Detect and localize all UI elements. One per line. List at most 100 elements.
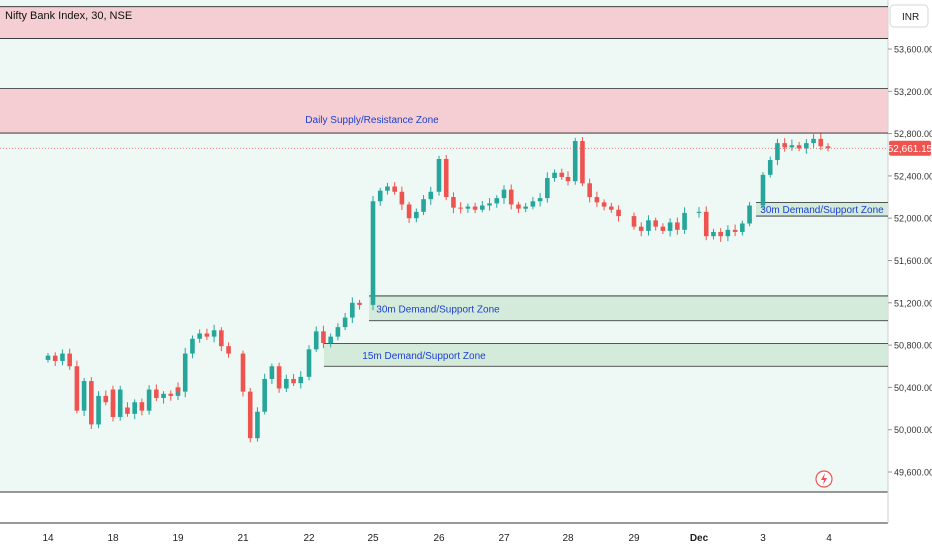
time-tick-label: 4 — [826, 533, 832, 544]
price-tick-label: 50,000.00 — [894, 425, 932, 435]
candle-body — [732, 229, 738, 232]
price-ticks-layer: 53,600.00 53,200.00 52,800.00 52,400.00 52,0… — [888, 45, 932, 478]
demand-zone — [324, 343, 888, 367]
candle-body — [565, 176, 571, 182]
candle-body — [508, 189, 514, 205]
chart-title: Nifty Bank Index, 30, NSE — [5, 10, 132, 22]
candle-body — [175, 387, 181, 392]
candle-body — [760, 174, 766, 206]
time-tick-label: 26 — [433, 533, 445, 544]
candle-body — [117, 389, 123, 410]
candle-body — [52, 355, 58, 361]
candle-body — [255, 411, 260, 439]
candle-body — [552, 172, 557, 179]
candle-body — [537, 198, 543, 202]
candle-body — [298, 376, 304, 384]
candle-body — [139, 402, 145, 411]
candle-body — [646, 220, 651, 231]
candle-body — [530, 201, 536, 207]
candle-body — [811, 138, 816, 144]
candle-body — [45, 355, 51, 360]
currency-label: INR — [902, 12, 919, 23]
candle-body — [146, 389, 152, 411]
candle-body — [775, 143, 780, 161]
candle-body — [580, 141, 585, 184]
supply-zone — [0, 88, 888, 134]
candle-body — [696, 211, 702, 213]
candle-body — [269, 366, 275, 379]
zone-label: 15m Demand/Support Zone — [362, 351, 486, 362]
candle-body — [335, 327, 341, 337]
zone-label: 30m Demand/Support Zone — [376, 304, 500, 315]
candle-body — [675, 222, 680, 230]
candle-body — [516, 204, 521, 209]
candle-body — [399, 191, 405, 205]
candle-body — [796, 145, 802, 149]
price-tick-label: 50,800.00 — [894, 341, 932, 351]
candle-body — [81, 381, 87, 411]
candle-body — [385, 186, 390, 191]
candle-body — [342, 317, 348, 328]
price-tick-label: 51,200.00 — [894, 298, 932, 308]
currency-button[interactable] — [889, 4, 929, 28]
zones-layer: Daily Supply/Resistance Zone 30m Demand/S… — [0, 6, 888, 367]
candle-body — [291, 378, 296, 384]
candle-body — [601, 202, 607, 207]
time-tick-label: 25 — [367, 533, 379, 544]
candle-body — [494, 198, 500, 204]
candle-body — [767, 160, 773, 175]
candle-body — [110, 389, 116, 418]
candle-body — [219, 330, 224, 347]
candle-body — [638, 226, 644, 231]
candle-body — [421, 199, 426, 212]
candle-body — [451, 197, 456, 208]
candle-body — [284, 378, 289, 389]
candle-body — [428, 191, 434, 200]
price-tick-label: 53,200.00 — [894, 87, 932, 97]
time-tick-label: 22 — [303, 533, 315, 544]
candle-body — [240, 353, 246, 392]
candle-body — [740, 223, 745, 232]
candle-body — [782, 143, 787, 148]
candle-body — [487, 203, 492, 206]
candle-body — [545, 178, 550, 199]
candle-body — [276, 366, 282, 389]
candle-body — [406, 204, 412, 219]
last-price-label: 52,661.15 — [888, 144, 932, 155]
candle-body — [818, 138, 824, 147]
candle-body — [660, 226, 666, 231]
price-tick-label: 49,600.00 — [894, 468, 932, 478]
candle-body — [328, 336, 333, 343]
candle-body — [161, 393, 166, 398]
supply-zone — [0, 6, 888, 39]
candle-body — [718, 231, 723, 237]
candle-body — [190, 338, 195, 354]
candle-body — [117, 407, 123, 418]
time-axis-background — [0, 523, 888, 550]
candle-body — [103, 395, 109, 403]
price-axis-background — [888, 0, 932, 550]
candle-body — [321, 331, 326, 343]
candle-body — [703, 211, 709, 237]
candle-body — [182, 353, 188, 392]
candle-body — [306, 349, 312, 377]
alert-icon[interactable] — [815, 470, 833, 488]
plot-background — [0, 0, 888, 492]
candle-body — [711, 231, 716, 237]
candle-body — [89, 381, 94, 425]
candle-body — [443, 158, 449, 198]
candle-body — [804, 143, 809, 149]
candle-body — [572, 141, 578, 182]
candle-body — [377, 190, 383, 202]
time-tick-label: 29 — [628, 533, 640, 544]
candle-body — [501, 189, 507, 199]
candle-body — [472, 206, 478, 210]
candle-body — [436, 158, 442, 192]
candle-body — [357, 302, 362, 305]
candle-body — [414, 211, 419, 219]
candle-body — [631, 216, 637, 227]
candle-body — [125, 407, 130, 414]
time-tick-label: 28 — [562, 533, 574, 544]
candle-body — [594, 197, 600, 203]
